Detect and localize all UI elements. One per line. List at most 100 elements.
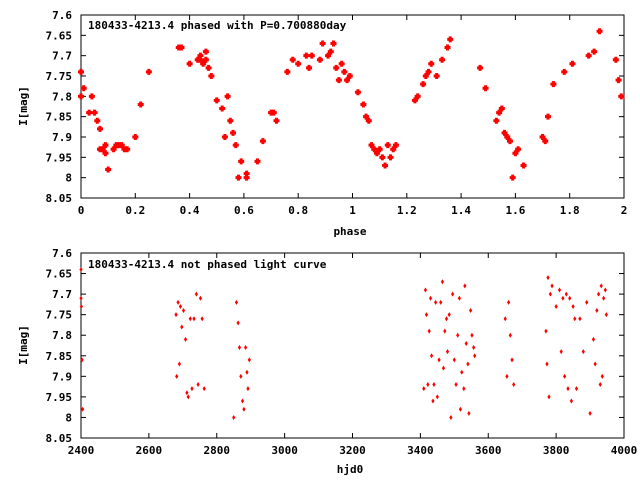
bottom-y-tick-label: 7.7: [52, 288, 72, 301]
top-data-point: [360, 101, 367, 108]
bottom-data-point: [79, 295, 83, 301]
bottom-data-point: [470, 332, 474, 338]
bottom-data-point: [507, 299, 511, 305]
bottom-data-point: [568, 295, 572, 301]
bottom-data-point: [467, 410, 471, 416]
bottom-data-point: [186, 394, 190, 400]
bottom-x-tick-label: 2800: [204, 444, 231, 457]
top-data-point: [439, 56, 446, 63]
bottom-data-point: [512, 382, 516, 388]
bottom-data-point: [79, 266, 83, 272]
bottom-data-point: [240, 398, 245, 404]
bottom-data-point: [447, 312, 451, 318]
bottom-data-point: [602, 295, 606, 301]
top-data-point: [506, 138, 513, 145]
top-data-point: [382, 162, 389, 169]
bottom-data-point: [581, 349, 585, 355]
bottom-data-point: [593, 361, 597, 367]
top-data-point: [230, 129, 237, 136]
bottom-data-point: [239, 373, 243, 379]
bottom-data-point: [603, 287, 607, 293]
top-data-point: [295, 60, 302, 67]
top-data-point: [202, 48, 209, 55]
bottom-x-tick-label: 3200: [339, 444, 366, 457]
top-data-point: [316, 56, 323, 63]
bottom-data-point: [200, 316, 204, 322]
bottom-data-point: [176, 299, 180, 305]
top-data-point: [596, 28, 603, 35]
bottom-data-point: [472, 345, 476, 351]
bottom-data-point: [503, 316, 507, 322]
top-data-point: [284, 68, 291, 75]
top-data-point: [232, 142, 239, 149]
bottom-x-tick-label: 3600: [475, 444, 502, 457]
bottom-data-point: [547, 394, 551, 400]
top-data-point: [78, 68, 84, 75]
bottom-data-point: [431, 398, 435, 404]
top-x-tick-label: 1.8: [560, 204, 580, 217]
bottom-data-point: [429, 353, 434, 359]
top-x-tick-label: 0.8: [288, 204, 308, 217]
top-data-point: [341, 68, 348, 75]
bottom-data-point: [585, 299, 589, 305]
bottom-y-tick-label: 7.6: [52, 247, 72, 260]
top-data-point: [561, 68, 568, 75]
top-data-point: [208, 73, 215, 79]
top-data-point: [102, 142, 109, 149]
top-y-tick-label: 7.65: [46, 29, 73, 42]
bottom-data-point: [432, 382, 436, 388]
bottom-data-point: [80, 357, 84, 363]
bottom-data-point: [588, 410, 592, 416]
bottom-data-point: [462, 386, 466, 392]
bottom-chart-title: 180433-4213.4 not phased light curve: [88, 258, 327, 271]
bottom-data-point: [437, 357, 441, 363]
bottom-ticks: 2400 2600 2800 3000 3200 3400 3600 3800 4000 7.6 7…: [46, 247, 638, 457]
top-data-point: [178, 44, 185, 51]
bottom-data-point: [546, 275, 550, 281]
top-data-point: [327, 48, 334, 55]
top-chart-title: 180433-4213.4 phased with P=0.700880day: [88, 19, 347, 32]
top-data-point: [520, 162, 527, 169]
bottom-data-point: [545, 361, 549, 367]
top-data-point: [132, 134, 139, 140]
bottom-data-point: [548, 291, 552, 297]
bottom-data-point: [573, 316, 577, 322]
bottom-data-point: [456, 332, 460, 338]
bottom-data-point: [181, 308, 186, 314]
bottom-data-point: [454, 382, 458, 388]
bottom-data-point: [183, 336, 188, 342]
bottom-data-point: [463, 283, 467, 289]
bottom-y-tick-label: 7.9: [52, 370, 72, 383]
top-data-point: [224, 93, 231, 100]
bottom-data-point: [441, 365, 446, 371]
bottom-data-point: [443, 328, 447, 334]
top-data-point: [493, 117, 500, 124]
bottom-data-point: [246, 386, 250, 392]
top-y-tick-label: 7.6: [52, 9, 72, 22]
top-data-point: [124, 146, 131, 153]
bottom-data-point: [574, 386, 579, 392]
bottom-data-point: [578, 316, 582, 322]
bottom-data-point: [596, 291, 601, 297]
bottom-data-point: [599, 283, 603, 289]
bottom-data-point: [198, 295, 203, 301]
top-data-point: [145, 68, 152, 75]
bottom-data-point: [554, 303, 558, 309]
bottom-data-point: [247, 357, 251, 363]
bottom-y-tick-label: 8: [65, 411, 72, 424]
top-x-tick-label: 1.2: [397, 204, 417, 217]
bottom-data-point: [544, 328, 548, 334]
top-x-tick-label: 0: [78, 204, 85, 217]
top-data-point: [515, 146, 522, 153]
top-data-point: [612, 56, 619, 63]
bottom-data-point: [444, 316, 449, 322]
top-data-point: [542, 138, 549, 145]
top-data-point: [105, 166, 112, 173]
top-data-point: [94, 117, 101, 124]
bottom-data-point: [598, 382, 602, 388]
bottom-y-tick-label: 8.05: [46, 432, 73, 445]
top-data-point: [509, 174, 516, 181]
top-data-point: [221, 134, 228, 140]
top-data-point: [205, 64, 212, 71]
